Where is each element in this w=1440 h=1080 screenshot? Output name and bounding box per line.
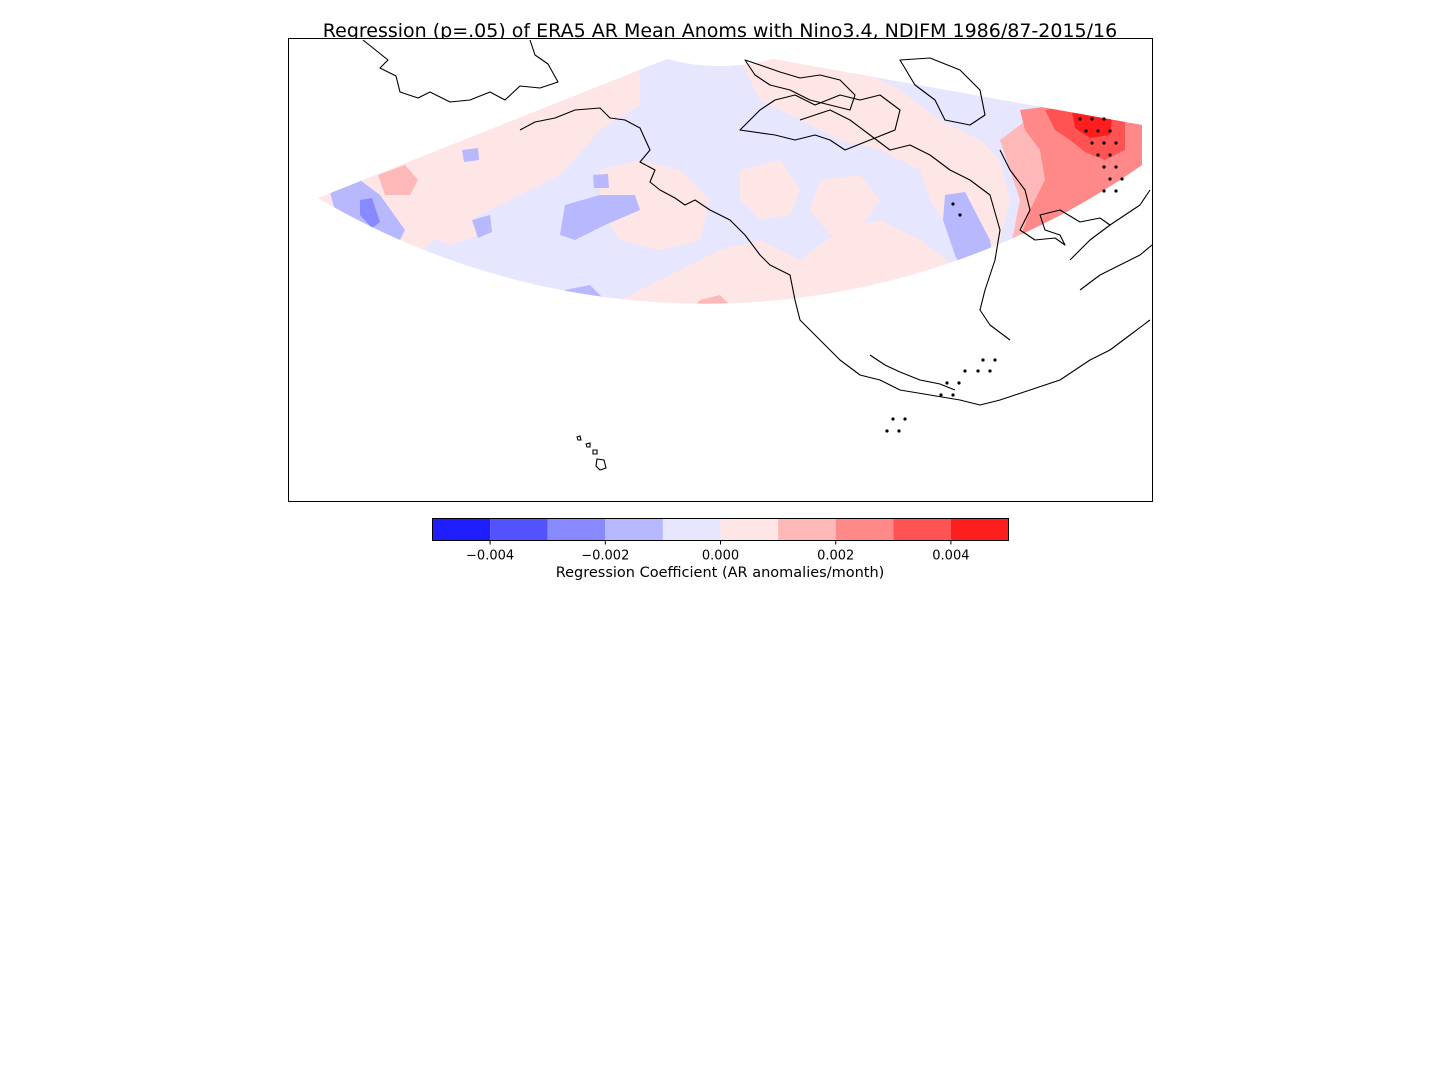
coastline-hudson-bay	[999, 149, 1111, 246]
stipple-dot	[1090, 117, 1094, 121]
stipple-dot	[1108, 129, 1112, 133]
coastline-atlantic-canada	[1079, 244, 1153, 291]
stipple-dot	[993, 358, 997, 362]
significance-stippling	[885, 117, 1124, 433]
coastline-arctic-archipelago	[739, 94, 901, 151]
coastline-baja	[869, 354, 956, 391]
stipple-dot	[1120, 177, 1124, 181]
stipple-dot	[885, 429, 889, 433]
colorbar-tick-label: −0.002	[581, 549, 629, 564]
chart-title: Regression (p=.05) of ERA5 AR Mean Anoms…	[323, 20, 1117, 42]
stipple-dot	[939, 393, 943, 397]
stipple-dot	[951, 202, 955, 206]
stipple-dot	[891, 417, 895, 421]
stipple-dot	[951, 393, 955, 397]
colorbar-cell	[835, 518, 894, 541]
colorbar-tick-label: 0.004	[932, 549, 969, 564]
stipple-dot	[988, 369, 992, 373]
colorbar-cell	[778, 518, 836, 541]
stipple-dot	[1078, 117, 1082, 121]
stipple-dot	[976, 369, 980, 373]
stipple-dot	[981, 358, 985, 362]
stipple-dot	[958, 213, 962, 217]
colorbar-cells	[432, 518, 1009, 541]
stipple-dot	[1114, 189, 1118, 193]
hawaii-islands	[576, 435, 607, 471]
stipple-dot	[1096, 153, 1100, 157]
colorbar-tick-label: −0.004	[466, 549, 514, 564]
stipple-dot	[945, 381, 949, 385]
stipple-dot	[1108, 177, 1112, 181]
stipple-dot	[1114, 165, 1118, 169]
colorbar: −0.004 −0.002 0.000 0.002 0.004 Regression C…	[432, 518, 1009, 581]
stipple-dot	[1096, 129, 1100, 133]
colorbar-tick-label: 0.000	[702, 549, 739, 564]
colorbar-cell	[605, 518, 663, 541]
coastline-canadian-islands	[744, 59, 856, 111]
colorbar-cell	[432, 518, 491, 541]
colorbar-cell	[490, 518, 548, 541]
colorbar-cell	[893, 518, 951, 541]
colorbar-cell	[662, 518, 721, 541]
stipple-dot	[1102, 117, 1106, 121]
coastline-siberia	[362, 39, 559, 103]
stipple-dot	[1102, 141, 1106, 145]
colorbar-cell	[547, 518, 606, 541]
colorbar-ticks: −0.004 −0.002 0.000 0.002 0.004	[466, 540, 970, 564]
stipple-dot	[897, 429, 901, 433]
stipple-dot	[1102, 189, 1106, 193]
colorbar-cell	[950, 518, 1009, 541]
stipple-dot	[1108, 153, 1112, 157]
stipple-dot	[957, 381, 961, 385]
coastline-north-america-east	[799, 109, 1011, 341]
colorbar-label: Regression Coefficient (AR anomalies/mon…	[556, 565, 885, 581]
contour-level-neg3	[360, 198, 380, 228]
coastline-labrador	[1069, 189, 1151, 261]
colorbar-tick-label: 0.002	[817, 549, 854, 564]
colorbar-cell	[720, 518, 779, 541]
stipple-dot	[963, 369, 967, 373]
stipple-dot	[1114, 141, 1118, 145]
coastlines	[362, 39, 1153, 406]
stipple-dot	[1102, 165, 1106, 169]
stipple-dot	[903, 417, 907, 421]
coastline-greenland	[899, 57, 986, 126]
stipple-dot	[1084, 129, 1088, 133]
stipple-dot	[1090, 141, 1094, 145]
coastline-north-america-west	[519, 107, 1151, 406]
